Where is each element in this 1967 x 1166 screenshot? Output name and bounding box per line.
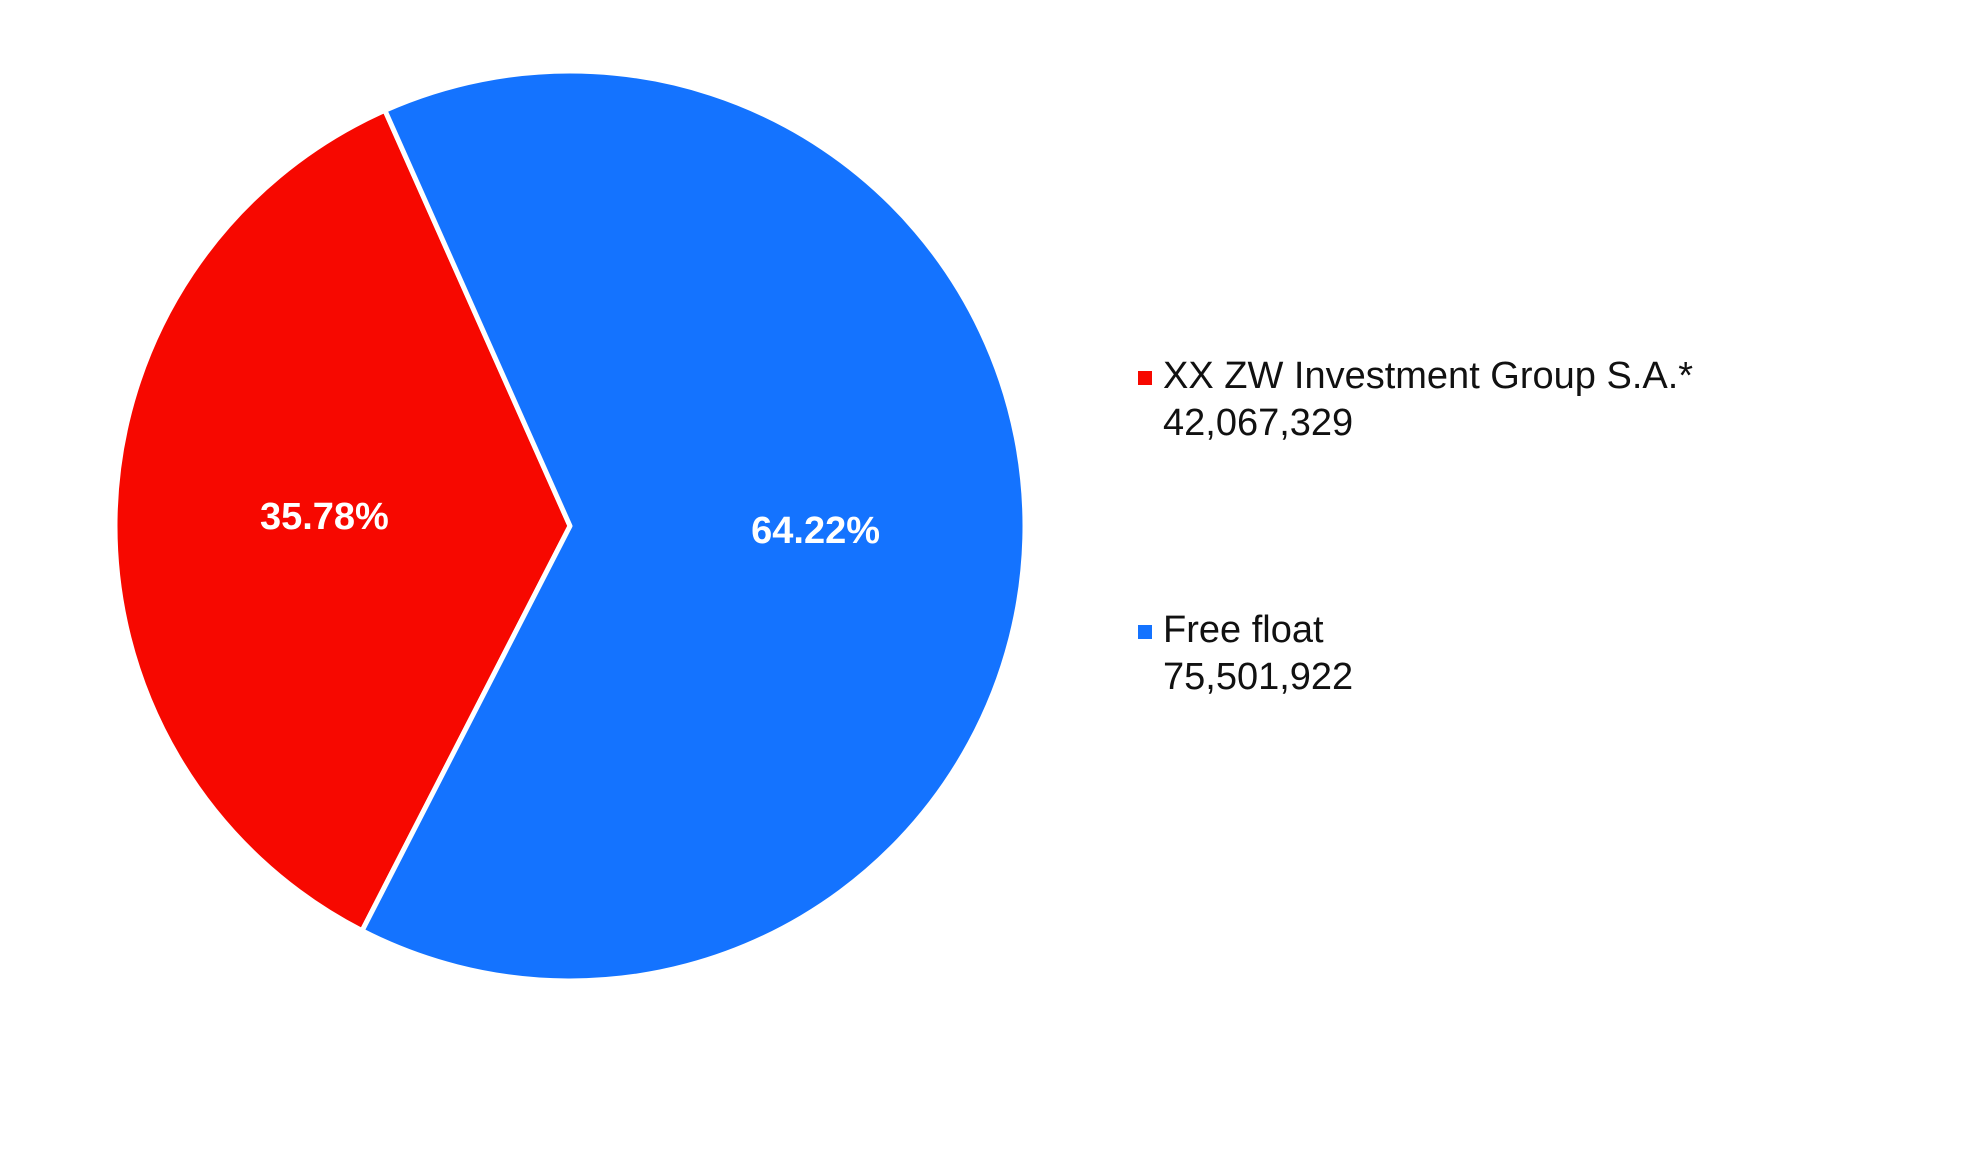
legend-count: 75,501,922 [1163, 656, 1353, 698]
legend-label: XX ZW Investment Group S.A.* [1163, 355, 1693, 397]
legend-swatch [1138, 625, 1152, 639]
pie-slice [359, 68, 1028, 984]
legend-label: Free float [1163, 609, 1324, 651]
pie-slice [112, 107, 573, 934]
legend-swatch [1138, 371, 1152, 385]
slice-label: 64.22% [751, 510, 880, 552]
legend-count: 42,067,329 [1163, 402, 1353, 444]
slice-label: 35.78% [260, 496, 389, 538]
